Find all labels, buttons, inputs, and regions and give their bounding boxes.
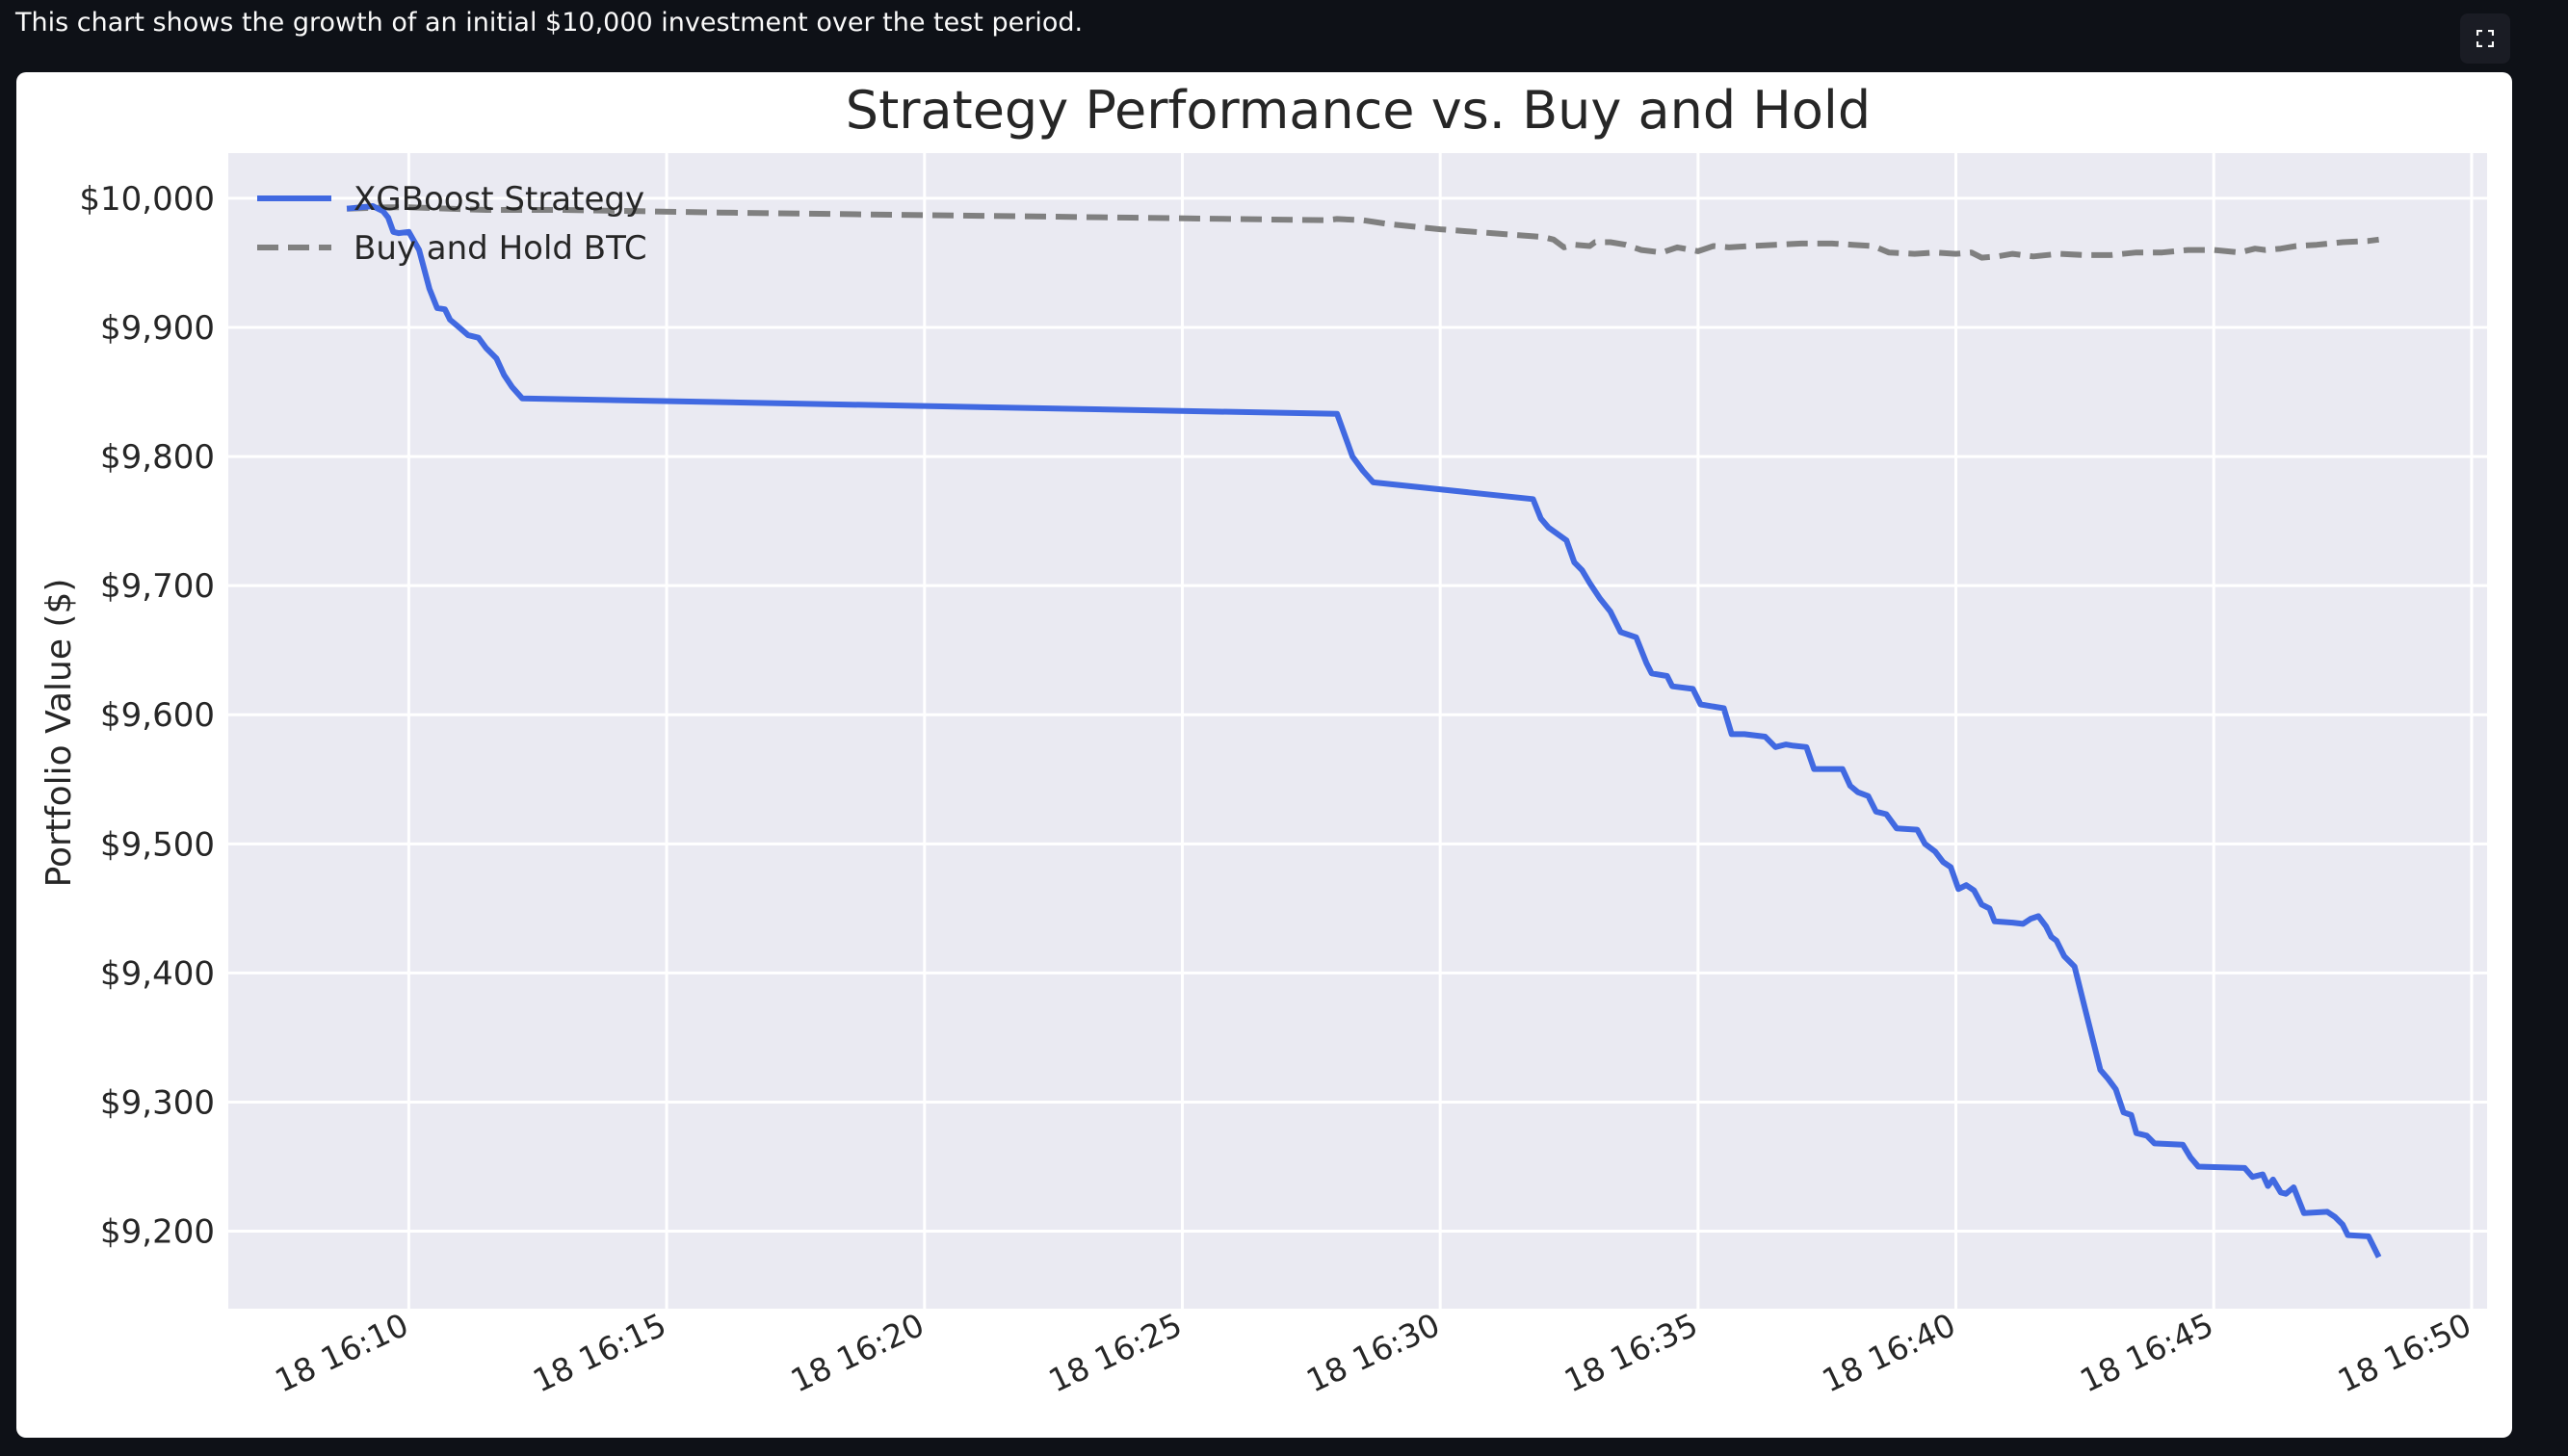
y-tick-label: $9,200 xyxy=(100,1213,215,1252)
y-tick-label: $9,300 xyxy=(100,1083,215,1122)
fullscreen-button[interactable] xyxy=(2460,13,2510,64)
grid-lines xyxy=(228,153,2487,1309)
x-tick-label: 18 16:35 xyxy=(1559,1306,1703,1400)
chart-title: Strategy Performance vs. Buy and Hold xyxy=(846,80,1871,141)
y-tick-label: $9,400 xyxy=(100,954,215,993)
chart-svg: XGBoost Strategy Buy and Hold BTC $10,000… xyxy=(39,80,2487,1400)
xgboost-strategy-line xyxy=(346,203,2382,1259)
chart-caption: This chart shows the growth of an initia… xyxy=(15,8,1084,38)
y-tick-label: $9,800 xyxy=(100,438,215,477)
y-tick-labels: $10,000 $9,900 $9,800 $9,700 $9,600 $9,500 $9,… xyxy=(79,180,215,1252)
legend: XGBoost Strategy Buy and Hold BTC xyxy=(257,180,647,268)
fullscreen-icon xyxy=(2476,30,2494,47)
x-tick-label: 18 16:30 xyxy=(1300,1306,1445,1400)
y-tick-label: $9,500 xyxy=(100,825,215,864)
x-tick-label: 18 16:10 xyxy=(270,1306,414,1400)
x-tick-label: 18 16:25 xyxy=(1043,1306,1188,1400)
x-tick-label: 18 16:15 xyxy=(527,1306,671,1400)
y-tick-label: $9,600 xyxy=(100,696,215,735)
x-tick-label: 18 16:45 xyxy=(2074,1306,2218,1400)
plot-area xyxy=(228,153,2487,1309)
legend-label: Buy and Hold BTC xyxy=(354,229,647,268)
x-tick-labels: 18 16:10 18 16:15 18 16:20 18 16:25 18 16:30… xyxy=(270,1306,2477,1400)
x-tick-label: 18 16:40 xyxy=(1817,1306,1961,1400)
chart-figure: XGBoost Strategy Buy and Hold BTC $10,000… xyxy=(16,72,2512,1438)
y-tick-label: $9,900 xyxy=(100,309,215,348)
x-tick-label: 18 16:50 xyxy=(2332,1306,2476,1400)
buy-and-hold-line xyxy=(347,204,2379,261)
y-tick-label: $9,700 xyxy=(100,567,215,606)
y-axis-label: Portfolio Value ($) xyxy=(39,579,79,888)
series-layer xyxy=(346,203,2382,1259)
y-tick-label: $10,000 xyxy=(79,180,215,219)
x-tick-label: 18 16:20 xyxy=(785,1306,930,1400)
legend-label: XGBoost Strategy xyxy=(354,180,644,219)
